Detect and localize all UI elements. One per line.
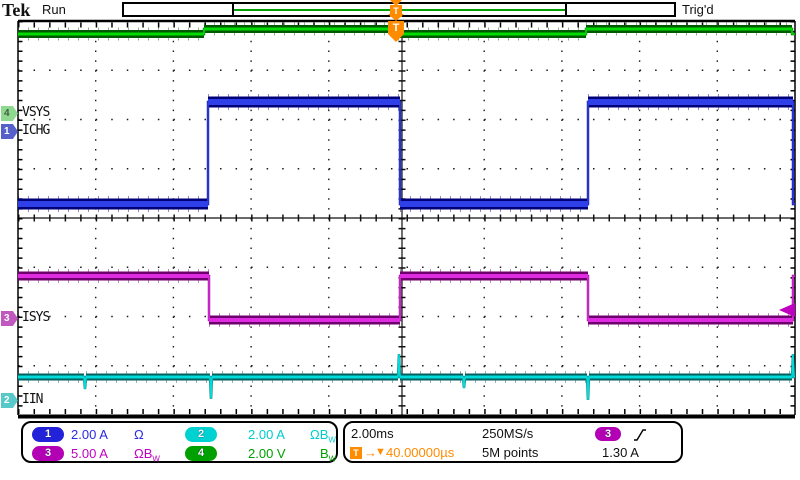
wave-label-ichg: ICHG	[22, 123, 50, 138]
timebase-readout: 2.00ms	[351, 426, 394, 441]
trigger-delay-cursor-icon: ▼	[375, 446, 386, 458]
record-window-bracket-right	[565, 4, 567, 15]
trigger-marker-arrow-icon	[390, 0, 402, 6]
trigger-slope-rising-icon	[634, 429, 646, 441]
channel1-scale: 2.00 A	[71, 427, 108, 442]
record-length-readout: 5M points	[482, 445, 539, 460]
channel2-badge: 2	[185, 427, 217, 442]
record-window-bracket-left	[232, 4, 234, 15]
acquisition-status: Run	[42, 2, 66, 17]
trigger-delay-readout: 40.00000µs	[386, 445, 455, 460]
channel1-reference-marker: 1	[1, 124, 18, 139]
channel3-reference-marker: 3	[1, 311, 18, 326]
bandwidth-limit-icon: BW	[320, 446, 337, 464]
trigger-delay-t-icon: T	[350, 447, 362, 459]
trigger-marker-arrow-icon	[388, 14, 404, 21]
wave-label-isys: ISYS	[22, 310, 50, 325]
channel3-scale: 5.00 A	[71, 446, 108, 461]
sample-rate-readout: 250MS/s	[482, 426, 534, 441]
bandwidth-limit-icon: BW	[143, 446, 160, 464]
channel-readouts-box: 1 2.00 A Ω 2 2.00 A ΩBW 3 5.00 A ΩBW 4 2…	[21, 421, 338, 464]
channel3-badge: 3	[32, 446, 64, 461]
bandwidth-limit-icon: BW	[319, 427, 336, 445]
channel3-coupling: ΩBW	[134, 446, 160, 464]
trigger-marker-t-icon: T	[388, 21, 404, 42]
channel2-coupling: ΩBW	[310, 427, 336, 445]
trigger-level-readout: 1.30 A	[602, 445, 639, 460]
channel2-scale: 2.00 A	[248, 427, 285, 442]
wave-label-iin: IIN	[22, 392, 44, 407]
tek-logo: Tek	[2, 0, 31, 20]
trigger-position-marker: T	[388, 14, 404, 44]
trigger-source-badge: 3	[595, 427, 621, 441]
channel2-reference-marker: 2	[1, 393, 18, 408]
channel1-coupling: Ω	[134, 427, 144, 442]
channel4-coupling: BW	[320, 446, 336, 464]
channel1-badge: 1	[32, 427, 64, 442]
wave-label-vsys: VSYS	[22, 105, 50, 120]
horizontal-trigger-readout-box: 2.00ms 250MS/s 3 T → ▼ 40.00000µs 5M poi…	[343, 421, 683, 463]
trigger-delay-arrow: →	[364, 445, 377, 460]
channel4-scale: 2.00 V	[248, 446, 286, 461]
channel4-badge: 4	[185, 446, 217, 461]
trigger-status: Trig'd	[682, 2, 714, 17]
channel4-reference-marker: 4	[1, 106, 18, 121]
